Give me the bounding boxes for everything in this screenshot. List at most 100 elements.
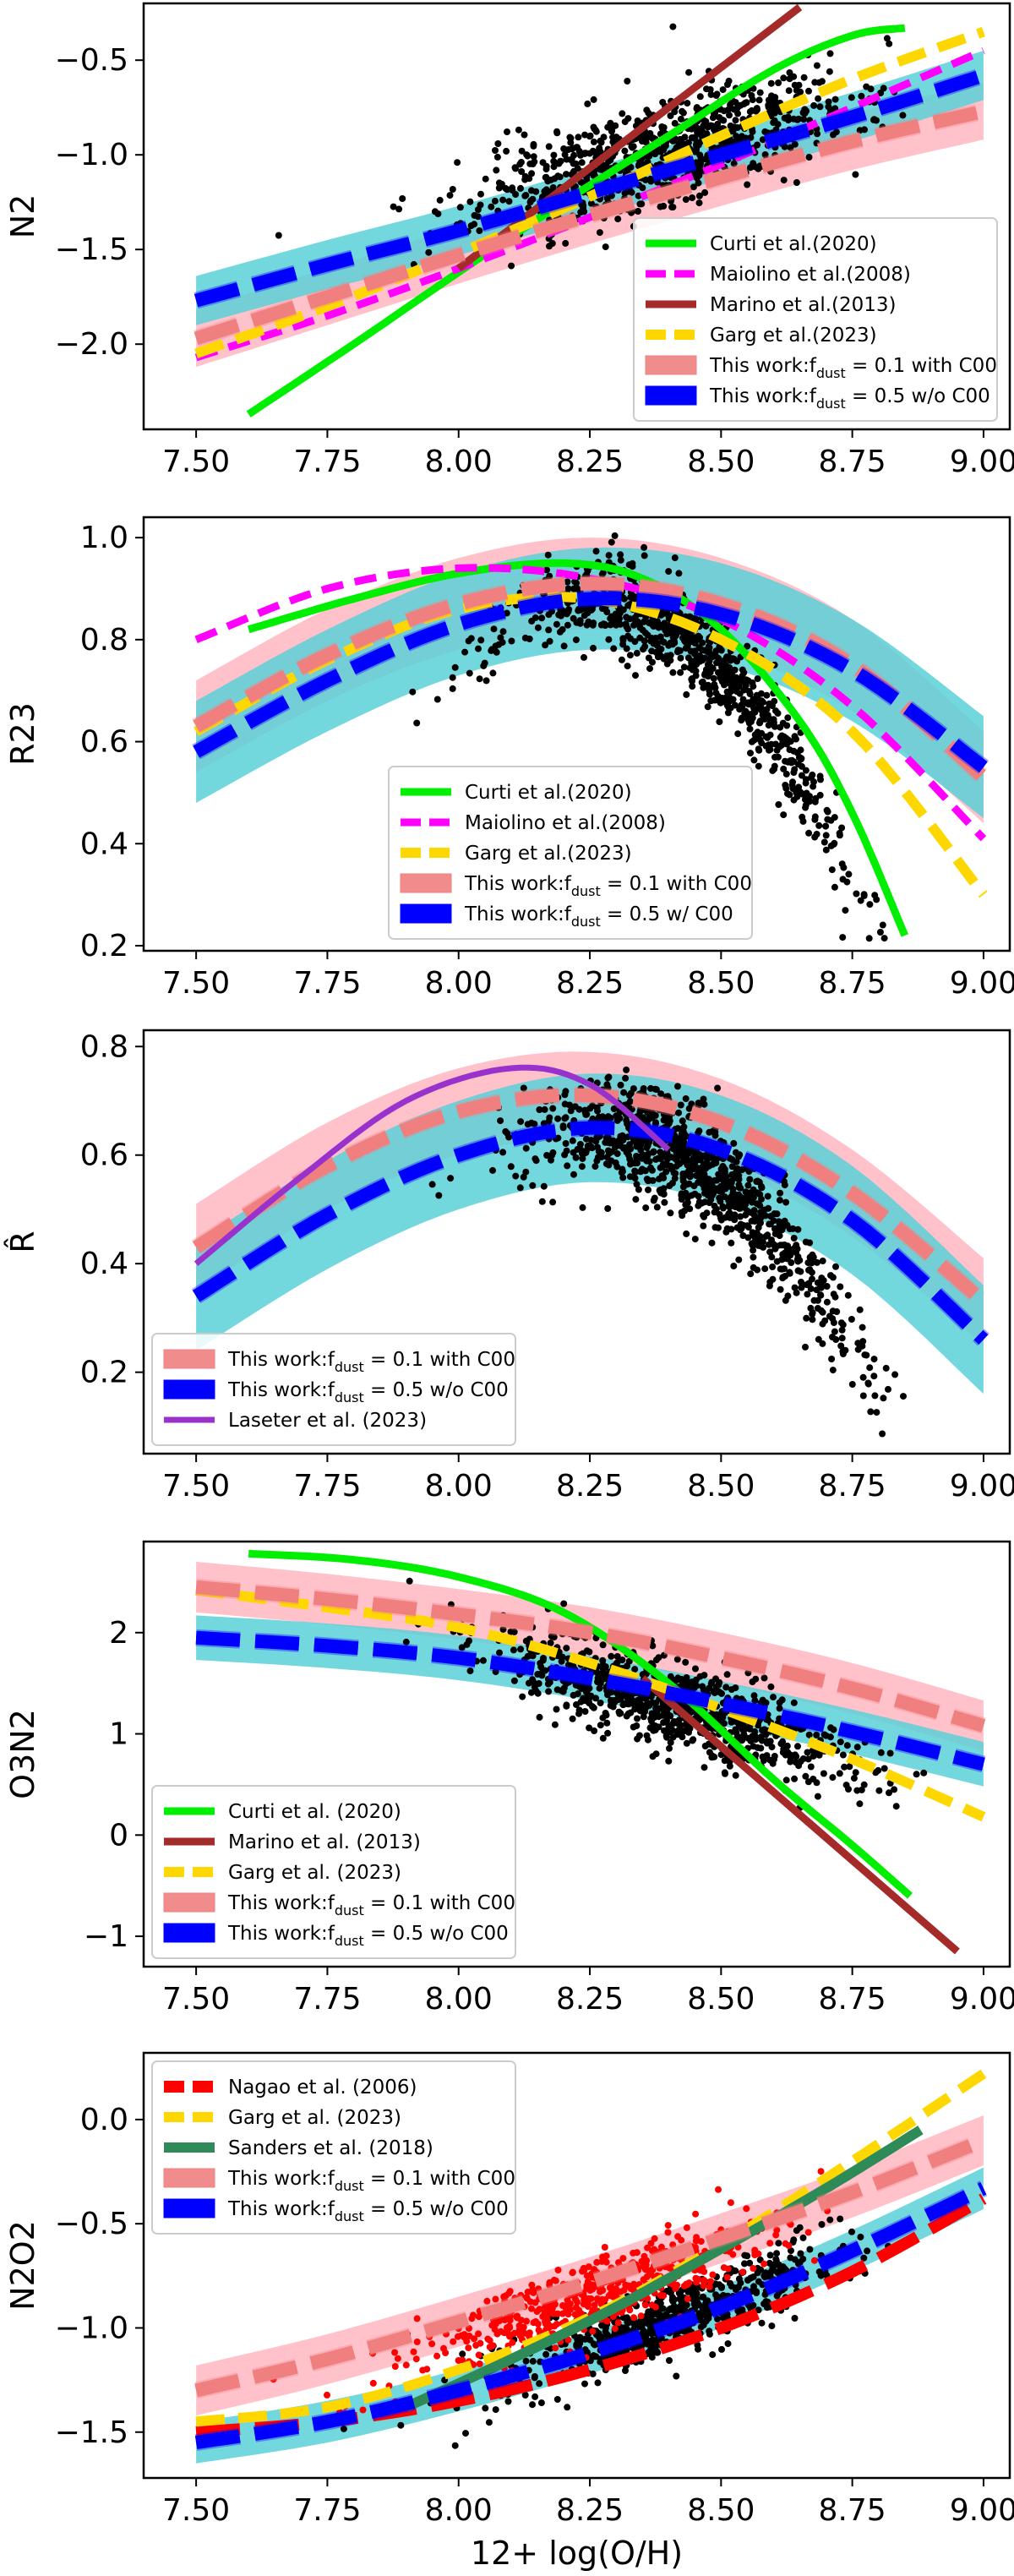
data-point bbox=[700, 1222, 707, 1230]
data-point bbox=[605, 1161, 613, 1169]
legend-label-marino: Marino et al. (2013) bbox=[228, 1831, 421, 1853]
data-point bbox=[814, 130, 821, 138]
data-point bbox=[836, 1770, 843, 1777]
data-point bbox=[542, 173, 549, 181]
data-point bbox=[593, 1104, 601, 1111]
data-point bbox=[677, 115, 684, 123]
panel-4: 7.50 7.75 8.00 8.25 8.50 8.75 9.00−1012O3N2Cur… bbox=[4, 1540, 1014, 2017]
data-point bbox=[466, 669, 473, 677]
data-point bbox=[730, 1263, 738, 1269]
axes-frame bbox=[142, 516, 1011, 952]
data-point bbox=[755, 1722, 761, 1729]
data-point bbox=[602, 1663, 609, 1671]
data-point bbox=[536, 1106, 543, 1113]
data-point bbox=[617, 1081, 624, 1089]
data-point bbox=[764, 1231, 771, 1239]
data-point bbox=[857, 2233, 864, 2240]
data-point bbox=[669, 137, 677, 145]
data-point bbox=[747, 700, 755, 707]
data-point bbox=[664, 2229, 672, 2236]
data-point bbox=[730, 1139, 738, 1147]
data-point bbox=[860, 2254, 868, 2262]
data-point bbox=[745, 688, 753, 695]
data-point bbox=[698, 679, 706, 686]
data-point bbox=[510, 1677, 518, 1684]
data-point bbox=[822, 846, 830, 854]
data-point bbox=[870, 1356, 878, 1363]
data-point bbox=[556, 173, 564, 181]
data-point bbox=[728, 1198, 735, 1206]
x-tick-label: 8.75 bbox=[819, 445, 886, 479]
data-point bbox=[546, 2279, 553, 2286]
data-point bbox=[574, 1690, 581, 1698]
data-point bbox=[630, 2319, 637, 2327]
data-point bbox=[692, 1665, 699, 1673]
data-point bbox=[873, 896, 880, 903]
data-point bbox=[531, 2373, 538, 2380]
legend-box bbox=[151, 1333, 516, 1446]
data-point bbox=[581, 2380, 588, 2388]
data-point bbox=[579, 1154, 586, 1162]
data-point bbox=[623, 645, 630, 652]
data-point bbox=[696, 93, 704, 101]
data-point bbox=[564, 1162, 571, 1170]
y-tick-label: 0.8 bbox=[80, 1029, 128, 1064]
x-tick-label: 9.00 bbox=[950, 966, 1014, 1001]
data-point bbox=[842, 907, 849, 914]
data-point bbox=[791, 2315, 799, 2322]
data-point bbox=[839, 934, 847, 941]
data-point bbox=[653, 2349, 661, 2356]
data-point bbox=[750, 1743, 757, 1750]
data-point bbox=[599, 1714, 607, 1722]
data-point bbox=[569, 1715, 576, 1722]
data-point bbox=[761, 1265, 769, 1273]
data-point bbox=[876, 929, 884, 936]
data-point bbox=[780, 1745, 788, 1753]
data-point bbox=[799, 2234, 807, 2241]
data-point bbox=[681, 134, 689, 141]
data-point bbox=[508, 262, 515, 270]
data-point bbox=[776, 1197, 783, 1204]
data-point bbox=[760, 2260, 768, 2268]
data-point bbox=[886, 1749, 894, 1757]
data-point bbox=[711, 684, 719, 691]
data-point bbox=[447, 1601, 455, 1608]
data-point bbox=[764, 2273, 771, 2280]
data-point bbox=[646, 1724, 654, 1732]
data-point bbox=[636, 1707, 644, 1715]
data-point bbox=[790, 2236, 798, 2244]
data-point bbox=[541, 1105, 548, 1113]
data-point bbox=[805, 1731, 813, 1738]
data-point bbox=[665, 1722, 673, 1730]
data-point bbox=[692, 146, 700, 154]
data-point bbox=[657, 203, 664, 210]
data-point bbox=[768, 1253, 776, 1261]
x-tick-label: 9.00 bbox=[950, 445, 1014, 479]
data-point bbox=[596, 1684, 603, 1692]
data-point bbox=[718, 116, 726, 123]
data-point bbox=[657, 2243, 665, 2251]
data-point bbox=[848, 1316, 855, 1323]
data-point bbox=[560, 642, 568, 650]
legend: Curti et al. (2020)Marino et al. (2013)G… bbox=[151, 1785, 516, 1959]
data-point bbox=[679, 1177, 687, 1185]
data-point bbox=[394, 2355, 401, 2362]
data-point bbox=[646, 1111, 653, 1119]
data-point bbox=[706, 1128, 713, 1136]
data-point bbox=[700, 684, 707, 691]
data-point bbox=[777, 723, 784, 731]
data-point bbox=[530, 153, 537, 161]
data-point bbox=[667, 1162, 674, 1170]
band-work_noc00 bbox=[196, 2167, 984, 2464]
data-point bbox=[630, 2314, 637, 2322]
data-point bbox=[562, 1088, 570, 1095]
data-point bbox=[683, 1193, 690, 1201]
data-point bbox=[892, 1803, 900, 1810]
data-point bbox=[877, 90, 885, 96]
data-point bbox=[566, 1101, 573, 1109]
data-point bbox=[750, 1253, 757, 1261]
data-point bbox=[636, 621, 643, 629]
data-point bbox=[813, 831, 820, 838]
legend-label-garg: Garg et al. (2023) bbox=[228, 1862, 401, 1884]
data-point bbox=[723, 1225, 731, 1232]
